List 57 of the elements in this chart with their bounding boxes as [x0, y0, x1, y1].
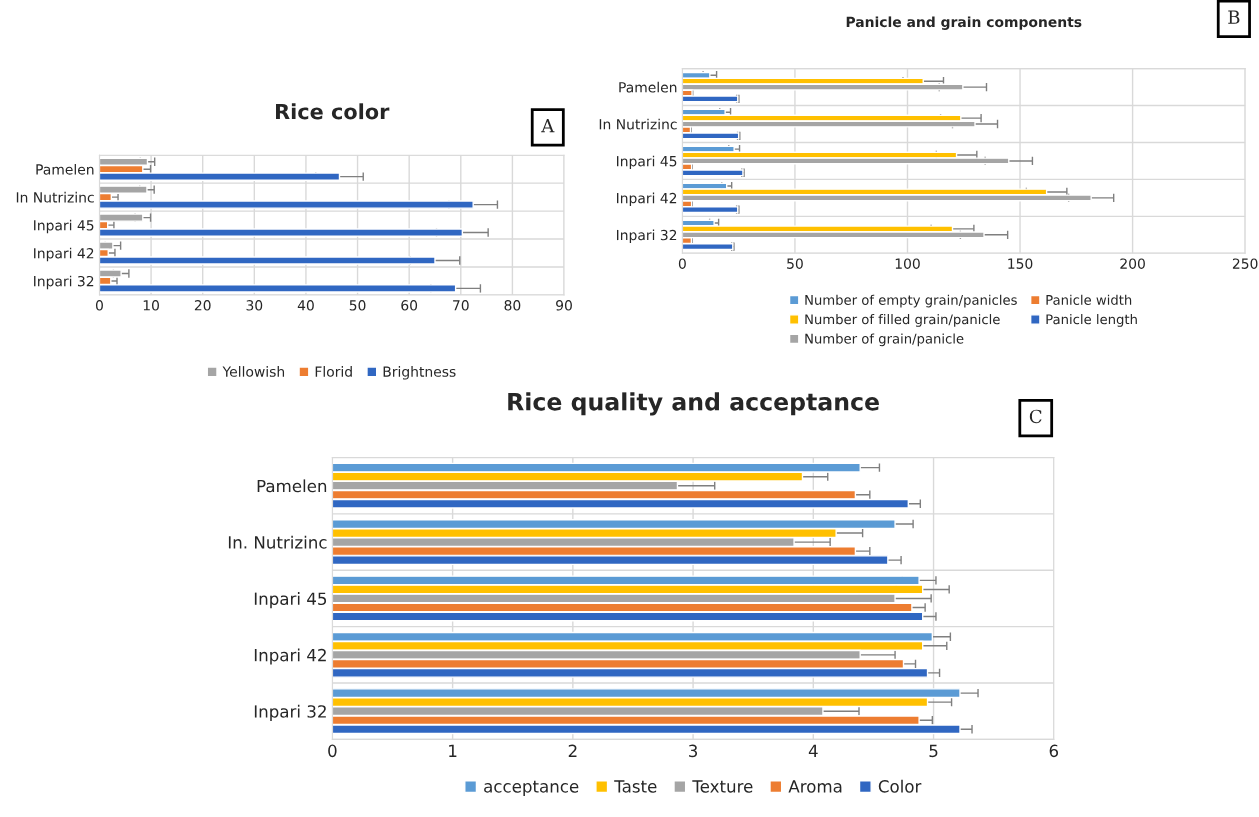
x-tick-label: 50 — [787, 258, 803, 269]
y-tick-label: Pamelen — [36, 163, 94, 175]
y-tick-label: Inpari 32 — [254, 704, 326, 721]
x-tick-label: 10 — [143, 300, 159, 311]
x-tick-label: 2 — [568, 744, 577, 757]
y-tick-label: Inpari 45 — [254, 592, 327, 609]
legend-label: Color — [878, 779, 922, 793]
legend-label: Florid — [315, 366, 352, 377]
legend-label: acceptance — [484, 780, 579, 796]
legend-label: Number of empty grain/panicles — [805, 294, 1017, 308]
x-tick-label: 1 — [449, 744, 457, 757]
x-tick-label: 90 — [556, 300, 572, 311]
text: A — [541, 119, 555, 133]
y-tick-label: In Nutrizinc — [599, 118, 677, 130]
legend-label: Brightness — [383, 366, 456, 380]
y-tick-label: Pamelen — [619, 81, 677, 93]
legend-label: Taste — [614, 780, 657, 793]
x-tick-label: 40 — [297, 300, 314, 311]
x-tick-label: 5 — [929, 744, 938, 758]
y-tick-label: Inpari 45 — [617, 155, 677, 170]
text: B — [1228, 10, 1240, 24]
y-tick-label: Inpari 45 — [34, 219, 94, 234]
chart-title: Rice quality and acceptance — [508, 392, 879, 416]
legend-label: Panicle width — [1046, 294, 1132, 305]
y-tick-label: Inpari 42 — [254, 648, 326, 665]
x-tick-label: 0 — [328, 744, 337, 758]
x-tick-label: 70 — [453, 300, 469, 311]
y-tick-label: In Nutrizinc — [16, 191, 94, 203]
chart-title: Rice color — [276, 103, 390, 120]
chart-title: Panicle and grain components — [846, 16, 1082, 30]
legend-label: Texture — [692, 780, 753, 793]
y-tick-label: Inpari 42 — [617, 192, 677, 207]
legend-label: Aroma — [788, 780, 842, 793]
x-tick-label: 6 — [1049, 744, 1059, 758]
y-tick-label: In. Nutrizinc — [228, 535, 327, 549]
legend-label: Number of filled grain/panicle — [805, 314, 1000, 327]
x-tick-label: 80 — [504, 300, 521, 311]
x-tick-label: 4 — [808, 744, 818, 757]
x-tick-label: 20 — [194, 300, 211, 311]
legend-label: Panicle length — [1046, 314, 1137, 327]
x-tick-label: 30 — [246, 300, 263, 311]
x-tick-label: 100 — [895, 258, 920, 269]
legend-label: Yellowish — [222, 366, 285, 377]
x-tick-label: 0 — [95, 300, 103, 311]
x-tick-label: 150 — [1008, 258, 1033, 269]
y-tick-label: Inpari 42 — [34, 247, 94, 262]
y-tick-label: Inpari 32 — [34, 275, 94, 290]
x-tick-label: 3 — [689, 744, 698, 758]
legend-label: Number of grain/panicle — [805, 333, 964, 347]
x-tick-label: 0 — [678, 258, 686, 269]
text: C — [1029, 409, 1042, 424]
y-tick-label: Pamelen — [257, 479, 327, 493]
x-tick-label: 250 — [1232, 258, 1258, 269]
x-tick-label: 200 — [1120, 258, 1145, 269]
x-tick-label: 60 — [401, 300, 418, 311]
y-tick-label: Inpari 32 — [617, 229, 677, 243]
x-tick-label: 50 — [349, 300, 366, 311]
